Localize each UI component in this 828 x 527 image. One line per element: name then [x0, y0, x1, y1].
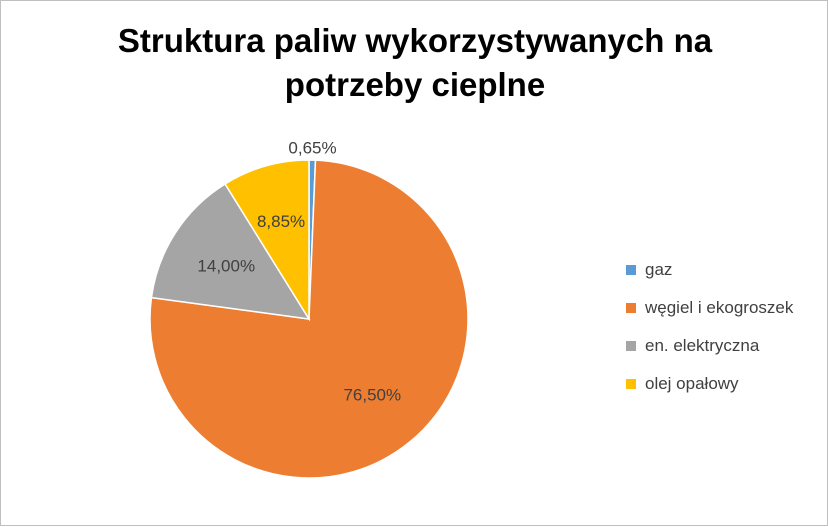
chart-title: Struktura paliw wykorzystywanych na potr… — [1, 19, 828, 107]
legend-swatch-wegiel — [626, 303, 636, 313]
legend-label-olej: olej opałowy — [645, 374, 739, 393]
legend-item-wegiel: węgiel i ekogroszek — [626, 289, 793, 327]
chart-title-line-2: potrzeby cieplne — [284, 66, 546, 103]
legend-swatch-en-elektryczna — [626, 341, 636, 351]
pie-slice-olej — [224, 159, 310, 322]
data-label-gaz: 0,65% — [288, 138, 336, 157]
pie-data-labels: 0,65% 76,50% 14,00% 8,85% — [197, 138, 401, 404]
legend-label-wegiel: węgiel i ekogroszek — [645, 298, 794, 317]
legend-item-olej: olej opałowy — [626, 365, 793, 403]
legend-item-gaz: gaz — [626, 251, 793, 289]
legend-label-en-elektryczna: en. elektryczna — [645, 336, 760, 355]
data-label-olej: 8,85% — [257, 212, 305, 231]
legend-swatch-olej — [626, 379, 636, 389]
legend-item-en-elektryczna: en. elektryczna — [626, 327, 793, 365]
legend: gaz węgiel i ekogroszek en. elektryczna … — [626, 251, 793, 403]
data-label-wegiel: 76,50% — [343, 386, 401, 405]
pie-slices — [149, 159, 469, 479]
legend-swatch-gaz — [626, 265, 636, 275]
data-label-en-elektryczna: 14,00% — [197, 256, 255, 275]
pie-slice-en-elektryczna — [150, 182, 311, 320]
chart-title-line-1: Struktura paliw wykorzystywanych na — [117, 22, 713, 59]
legend-label-gaz: gaz — [645, 260, 673, 279]
